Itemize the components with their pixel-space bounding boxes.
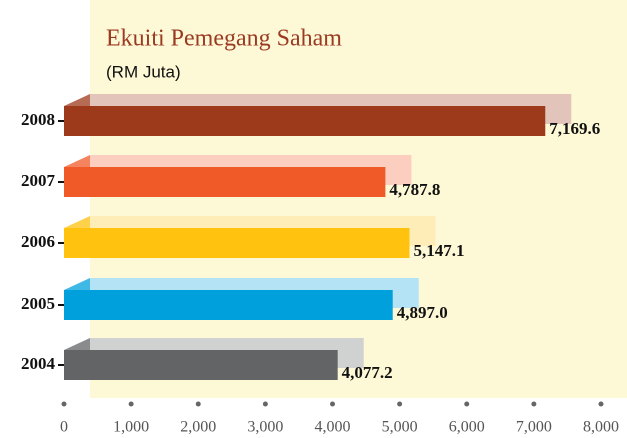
bar-edge (64, 155, 90, 167)
x-tick-label: 4,000 (315, 419, 351, 436)
x-tick-label: 8,000 (583, 419, 619, 436)
y-tick-label: 2005 (21, 294, 55, 313)
chart-title: Ekuiti Pemegang Saham (106, 26, 342, 52)
y-tick-label: 2007 (21, 171, 56, 190)
bar (64, 228, 410, 258)
y-tick-label: 2004 (21, 354, 56, 373)
plot-panel (90, 0, 627, 398)
chart-subtitle: (RM Juta) (106, 62, 181, 81)
x-tick-mark (128, 401, 134, 407)
value-label: 4,897.0 (397, 303, 448, 322)
bar (64, 350, 338, 380)
bar-edge (64, 94, 90, 106)
bar (64, 106, 546, 136)
value-label: 5,147.1 (413, 241, 464, 260)
x-tick-label: 5,000 (382, 419, 418, 436)
x-tick-mark (464, 401, 470, 407)
x-tick-label: 1,000 (113, 419, 149, 436)
x-tick-label: 6,000 (449, 419, 485, 436)
x-tick-label: 3,000 (247, 419, 283, 436)
bar-edge (64, 216, 90, 228)
y-tick-label: 2006 (21, 232, 55, 251)
bar (64, 167, 386, 197)
bar-edge (64, 338, 90, 350)
x-tick-mark (330, 401, 335, 407)
value-label: 4,787.8 (389, 180, 440, 199)
x-tick-mark (61, 401, 67, 407)
x-tick-label: 7,000 (516, 419, 552, 436)
x-tick-label: 0 (60, 419, 68, 436)
x-tick-mark (598, 401, 604, 407)
bar-edge (64, 278, 90, 290)
x-tick-mark (397, 401, 403, 407)
x-tick-mark (262, 401, 268, 407)
value-label: 4,077.2 (342, 363, 393, 382)
value-label: 7,169.6 (549, 119, 600, 138)
y-tick-label: 2008 (21, 110, 55, 129)
x-tick-label: 2,000 (180, 419, 216, 436)
bar (64, 290, 393, 320)
x-tick-mark (195, 401, 201, 407)
x-tick-mark (531, 401, 537, 407)
